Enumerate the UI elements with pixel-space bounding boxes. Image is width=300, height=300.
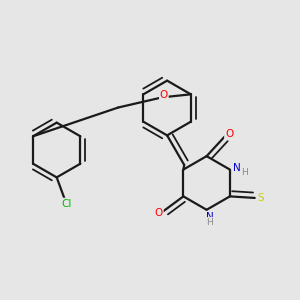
Text: Cl: Cl — [62, 199, 72, 208]
Text: H: H — [206, 218, 213, 227]
Text: O: O — [160, 91, 168, 100]
Text: S: S — [257, 193, 264, 203]
Text: H: H — [241, 167, 247, 176]
Text: O: O — [225, 129, 233, 140]
Text: O: O — [155, 208, 163, 218]
Text: N: N — [233, 163, 241, 173]
Text: N: N — [206, 212, 214, 222]
